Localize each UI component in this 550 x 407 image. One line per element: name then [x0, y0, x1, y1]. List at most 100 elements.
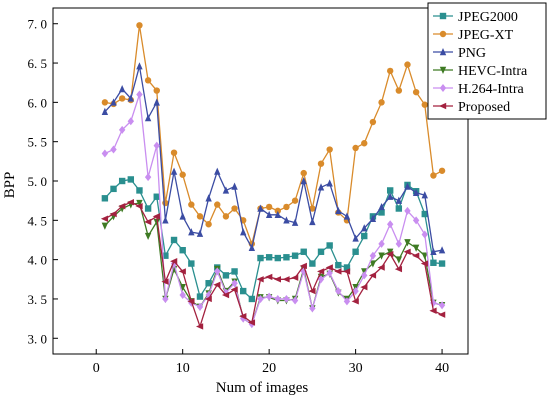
data-point [256, 276, 264, 283]
data-point [118, 202, 126, 210]
data-point [309, 260, 316, 267]
data-point [273, 276, 281, 283]
data-point [351, 298, 359, 305]
data-point [291, 252, 299, 259]
series-proposed [100, 199, 446, 330]
data-point [179, 171, 186, 178]
data-point [110, 98, 117, 106]
data-point [334, 268, 342, 275]
data-point [430, 247, 437, 255]
data-point [421, 252, 428, 260]
data-point [300, 177, 307, 185]
data-point [326, 179, 333, 187]
data-point [231, 279, 238, 288]
data-point [360, 283, 368, 291]
data-point [368, 272, 377, 279]
data-point [369, 251, 377, 260]
data-point [196, 229, 204, 237]
data-point [404, 239, 411, 247]
data-point [361, 232, 368, 240]
data-point [248, 243, 256, 252]
data-point [378, 99, 385, 106]
data-point [343, 212, 351, 220]
data-point [214, 267, 221, 276]
data-point [369, 214, 377, 222]
data-point [386, 220, 394, 229]
data-point [257, 294, 264, 303]
data-point [222, 186, 230, 194]
series-line-h-264-intra [104, 94, 443, 326]
data-point [126, 199, 135, 206]
data-point [438, 311, 446, 318]
x-tick-label: 0 [93, 361, 100, 376]
series-jpeg2000 [101, 176, 446, 303]
data-point [386, 67, 394, 75]
data-point [170, 236, 178, 244]
data-point [274, 254, 281, 262]
data-point [118, 177, 126, 185]
data-point [369, 118, 377, 126]
data-point [222, 213, 230, 220]
data-point [403, 248, 411, 255]
series-line-proposed [104, 201, 443, 329]
data-point [395, 205, 403, 212]
legend-label: H.264-Intra [458, 82, 524, 97]
data-point [317, 160, 325, 167]
data-point [378, 252, 385, 260]
data-point [386, 250, 394, 258]
legend-marker [439, 30, 447, 38]
data-point [205, 291, 212, 300]
data-point [317, 183, 325, 191]
data-point [196, 213, 204, 220]
data-point [395, 256, 403, 264]
series-h-264-intra [101, 90, 446, 329]
data-point [404, 61, 411, 68]
data-point [438, 246, 446, 254]
data-point [247, 319, 256, 326]
data-point [161, 278, 169, 285]
data-point [127, 117, 135, 126]
data-point [162, 216, 169, 224]
data-point [110, 145, 117, 154]
data-point [300, 169, 307, 177]
data-point [282, 276, 290, 283]
legend-marker [439, 102, 447, 110]
data-point [352, 248, 359, 255]
data-point [386, 192, 394, 200]
data-point [153, 141, 160, 150]
data-point [317, 248, 325, 255]
data-point [291, 218, 299, 226]
data-point [110, 185, 117, 193]
data-point [170, 167, 178, 175]
data-point [421, 210, 428, 218]
data-point [178, 268, 186, 275]
data-point [377, 264, 385, 271]
data-point [204, 295, 212, 303]
data-point [136, 62, 143, 70]
data-point [299, 262, 307, 270]
data-point [438, 301, 446, 310]
data-point [265, 273, 273, 281]
data-point [239, 313, 247, 320]
y-tick-label: 4. 0 [28, 253, 48, 268]
data-point [309, 205, 316, 212]
series-group [100, 22, 446, 330]
data-point [291, 197, 299, 204]
data-point [343, 264, 351, 271]
data-point [395, 239, 403, 248]
data-point [136, 90, 143, 99]
series-png [101, 62, 446, 255]
data-point [162, 252, 169, 259]
data-point [101, 222, 109, 230]
data-point [335, 261, 342, 269]
data-point [361, 271, 368, 280]
data-point [162, 294, 169, 303]
data-point [361, 224, 368, 232]
data-point [195, 323, 204, 330]
data-point [230, 286, 238, 293]
x-tick-label: 10 [176, 361, 190, 376]
data-point [430, 259, 437, 266]
legend-box [427, 2, 547, 120]
data-point [101, 149, 109, 158]
